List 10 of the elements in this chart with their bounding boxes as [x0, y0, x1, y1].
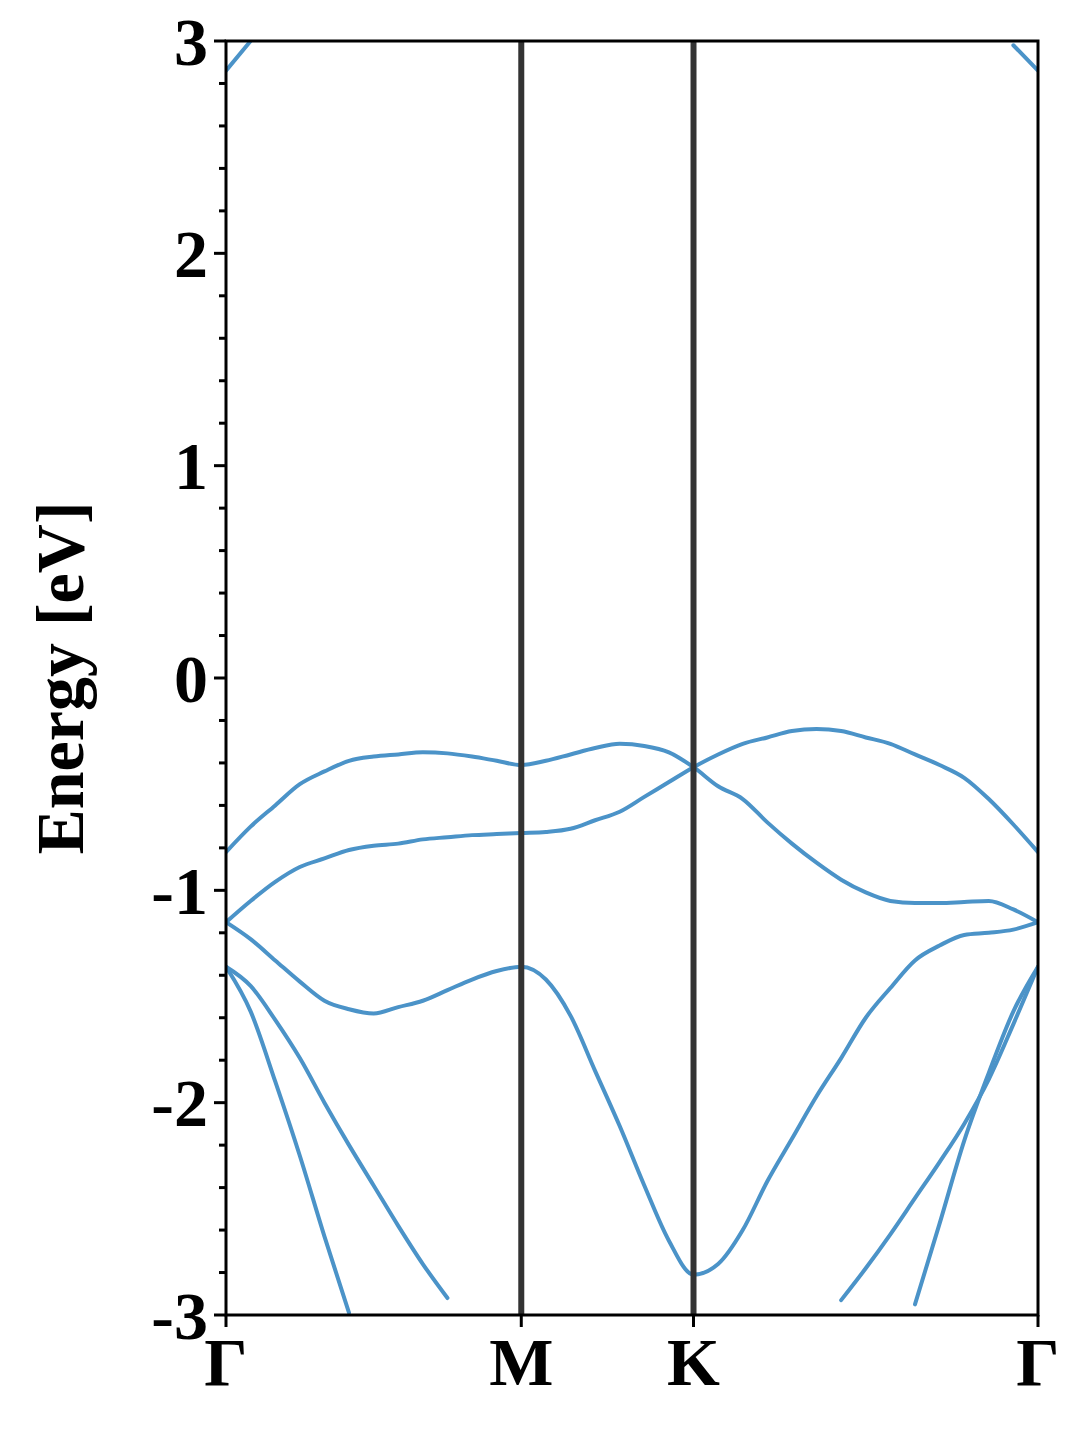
y-tick-label: 0	[174, 640, 208, 717]
x-tick-label: Γ	[1016, 1324, 1060, 1400]
x-tick-label: M	[489, 1324, 554, 1400]
y-tick-label: 1	[174, 428, 208, 505]
y-tick-label: 2	[174, 216, 208, 293]
y-tick-label: 3	[174, 3, 208, 80]
y-tick-label: -1	[151, 853, 208, 930]
x-tick-label: K	[667, 1324, 721, 1400]
y-tick-label: -2	[151, 1065, 208, 1142]
y-axis-title: Energy [eV]	[22, 501, 98, 855]
